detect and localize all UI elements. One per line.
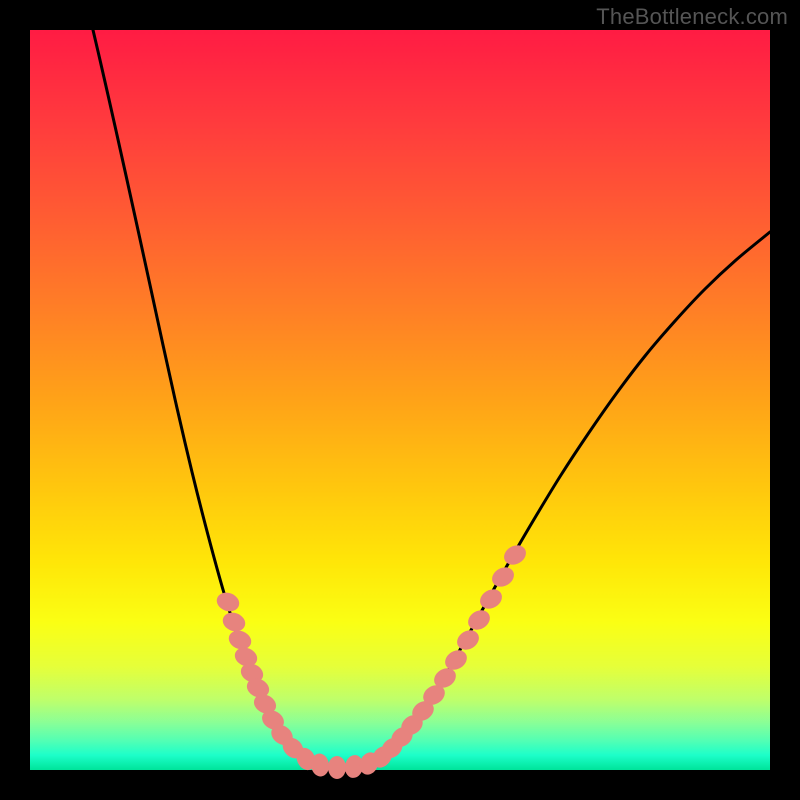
bead-left <box>220 610 248 635</box>
bead-right <box>477 585 506 612</box>
curve-overlay <box>30 30 770 770</box>
bead-right <box>465 606 494 633</box>
v-curve <box>93 30 770 768</box>
bead-right <box>454 626 483 653</box>
watermark-text: TheBottleneck.com <box>596 4 788 30</box>
bead-left <box>214 590 242 615</box>
bead-right <box>501 541 530 568</box>
bead-floor <box>328 756 346 779</box>
bead-right <box>489 563 518 590</box>
